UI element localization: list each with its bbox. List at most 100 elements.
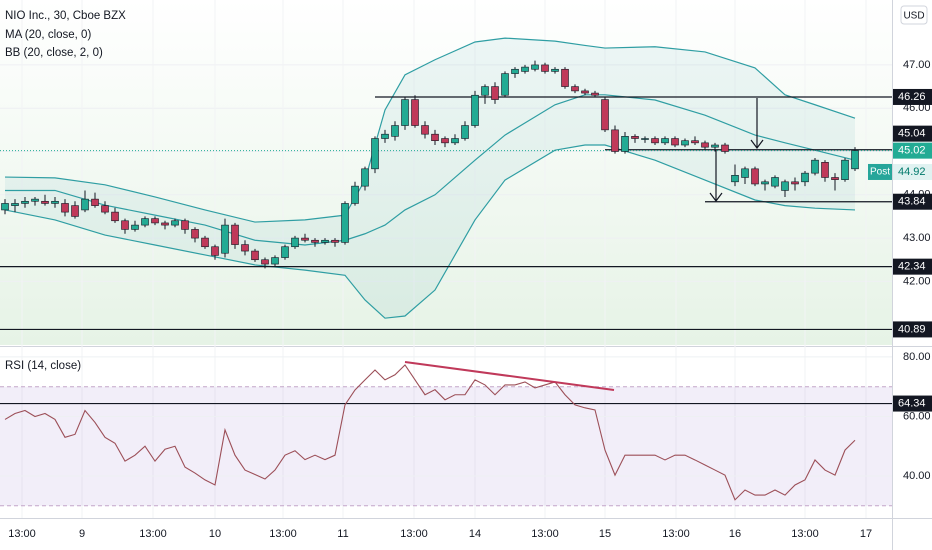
- currency-box: [900, 5, 928, 25]
- candle-body: [331, 239, 339, 243]
- candle-body: [461, 125, 469, 139]
- x-tick-label: 14: [469, 528, 481, 540]
- candle-body: [231, 224, 239, 245]
- annotations: [709, 98, 764, 202]
- price-tag: [893, 163, 932, 180]
- candle-body: [371, 138, 379, 170]
- candle-body: [311, 239, 319, 243]
- candle-body: [671, 138, 679, 146]
- candle-body: [561, 68, 569, 87]
- x-tick-label: 10: [209, 528, 221, 540]
- price-tag: [893, 395, 932, 412]
- candle-body: [771, 177, 779, 187]
- indicator-label: MA (20, close, 0): [5, 29, 91, 41]
- price-tag-label: 40.89: [898, 323, 926, 335]
- y-tick-label: 46.00: [903, 102, 931, 114]
- candle-body: [101, 205, 109, 213]
- rsi-tick-label: 80.00: [903, 351, 931, 363]
- x-tick-label: 13:00: [791, 528, 819, 540]
- rsi-tick-label: 40.00: [903, 470, 931, 482]
- candle-body: [401, 99, 409, 126]
- rsi-title: RSI (14, close): [5, 360, 81, 372]
- candle-body: [11, 203, 19, 206]
- price-tag-label: 43.84: [898, 196, 926, 208]
- candle-body: [391, 125, 399, 137]
- price-tag: [893, 258, 932, 275]
- candle-body: [691, 140, 699, 144]
- candle-body: [31, 198, 39, 202]
- candle-body: [381, 133, 389, 139]
- candle-body: [271, 257, 279, 265]
- candle-body: [61, 203, 69, 213]
- candle-body: [741, 168, 749, 178]
- candle-body: [211, 246, 219, 256]
- price-tag-label: 44.92: [898, 166, 926, 178]
- candle-body: [131, 224, 139, 230]
- candle-body: [151, 218, 159, 224]
- candle-body: [321, 239, 329, 243]
- candle-body: [501, 73, 509, 96]
- candle-body: [751, 168, 759, 185]
- x-tick-label: 13:00: [269, 528, 297, 540]
- x-tick-label: 9: [79, 528, 85, 540]
- x-tick-label: 16: [729, 528, 741, 540]
- x-tick-label: 15: [599, 528, 611, 540]
- candle-body: [571, 86, 579, 92]
- candle-body: [511, 68, 519, 74]
- post-tag-label: Post: [870, 167, 890, 178]
- candle-body: [761, 181, 769, 185]
- candle-body: [251, 250, 259, 261]
- candle-body: [631, 136, 639, 139]
- candle-body: [521, 66, 529, 72]
- price-tag: [893, 142, 932, 159]
- price-tag-label: 45.02: [898, 145, 926, 157]
- candle-body: [661, 138, 669, 144]
- price-tag-label: 64.34: [898, 397, 926, 409]
- rsi-band: [0, 386, 892, 506]
- indicator-label: BB (20, close, 2, 0): [5, 47, 103, 59]
- candle-body: [411, 99, 419, 126]
- candle-body: [281, 246, 289, 258]
- candle-body: [241, 244, 249, 252]
- candle-body: [801, 172, 809, 183]
- candle-body: [601, 99, 609, 131]
- x-tick-label: 13:00: [662, 528, 690, 540]
- price-tag-label: 42.34: [898, 261, 926, 273]
- candle-body: [111, 211, 119, 222]
- candle-body: [201, 237, 209, 248]
- currency: USD: [903, 11, 924, 22]
- candle-body: [71, 205, 79, 217]
- y-tick-label: 47.00: [903, 59, 931, 71]
- candle-body: [181, 220, 189, 230]
- candle-body: [21, 200, 29, 204]
- candle-body: [341, 203, 349, 243]
- candle-body: [191, 229, 199, 239]
- candle-body: [711, 144, 719, 148]
- bb-lower: [4, 144, 856, 319]
- candle-body: [431, 133, 439, 141]
- candle-body: [611, 129, 619, 152]
- candle-body: [731, 175, 739, 183]
- rsi-tick-label: 60.00: [903, 410, 931, 422]
- candle-body: [841, 159, 849, 180]
- candle-body: [851, 150, 859, 170]
- candle-body: [361, 168, 369, 187]
- candle-body: [221, 224, 229, 254]
- chart-title: NIO Inc., 30, Cboe BZX: [5, 10, 126, 22]
- candle-body: [441, 138, 449, 144]
- candle-body: [421, 125, 429, 135]
- price-tag: [893, 125, 932, 142]
- candle-body: [81, 198, 89, 211]
- candle-body: [451, 138, 459, 144]
- x-tick-label: 11: [337, 528, 348, 540]
- candle-body: [781, 181, 789, 191]
- x-tick-label: 13:00: [139, 528, 167, 540]
- candle-body: [621, 136, 629, 152]
- price-tag: [893, 321, 932, 338]
- candle-body: [551, 68, 559, 72]
- candle-body: [591, 92, 599, 96]
- candle-body: [721, 144, 729, 152]
- candle-body: [1, 203, 9, 211]
- candle-body: [701, 142, 709, 148]
